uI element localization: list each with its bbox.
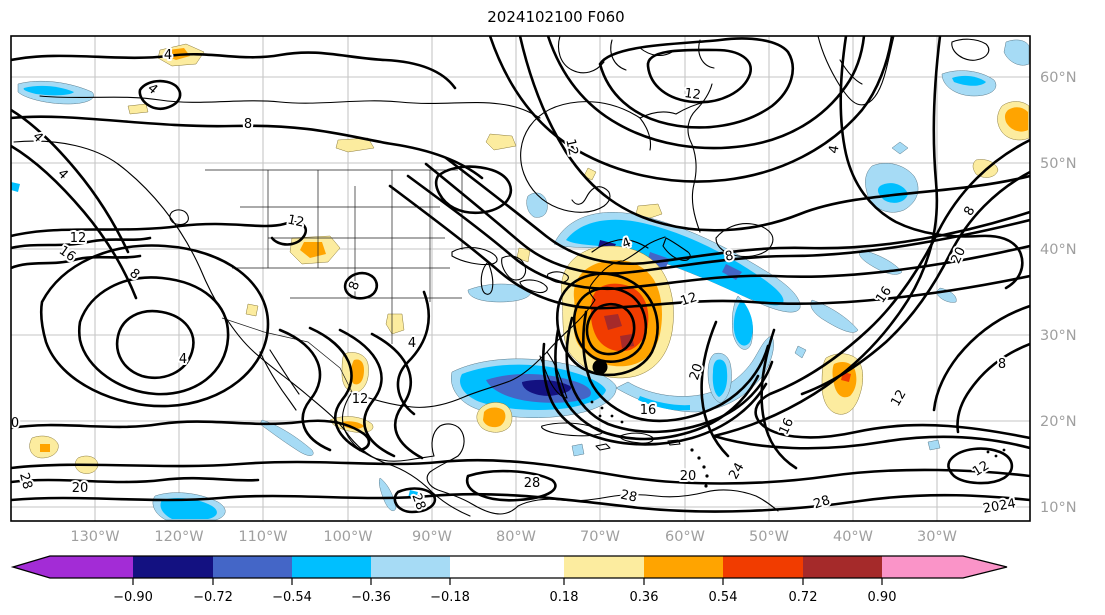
storm-position-dot	[593, 360, 608, 375]
contour-label: 8	[998, 357, 1006, 372]
weather-contour-map: 2024102100 F060	[0, 0, 1105, 615]
shade-patch	[572, 444, 584, 456]
y-tick-label: 50°N	[1040, 156, 1077, 172]
contour-label: 20	[72, 481, 89, 496]
colorbar-tick-label: 0.36	[630, 590, 659, 605]
colorbar: −0.90 −0.72 −0.54 −0.36 −0.18 0.18 0.36 0.54 0.7…	[13, 556, 1007, 605]
x-tick-label: 60°W	[665, 529, 705, 545]
shade-patch	[246, 304, 258, 316]
contour-label: 20	[680, 469, 697, 484]
colorbar-right-arrow	[963, 556, 1007, 578]
contour-label: 4	[164, 48, 172, 63]
shade-patch	[128, 104, 148, 114]
colorbar-tick-label: 0.72	[789, 590, 818, 605]
chart-title: 2024102100 F060	[487, 8, 624, 26]
colorbar-segment	[803, 556, 882, 578]
contour-label: 28	[524, 476, 541, 491]
x-tick-label: 100°W	[323, 529, 372, 545]
x-axis-labels: 130°W 120°W 110°W 100°W 90°W 80°W 70°W 60°W 50°W…	[70, 529, 957, 545]
colorbar-left-arrow	[13, 556, 50, 578]
colorbar-segment	[882, 556, 963, 578]
colorbar-segment	[723, 556, 803, 578]
x-tick-label: 120°W	[154, 529, 203, 545]
shade-patch	[928, 440, 940, 450]
colorbar-tick-label: 0.18	[550, 590, 579, 605]
contour-label: 8	[244, 117, 252, 132]
colorbar-tick-label: 0.90	[868, 590, 897, 605]
y-tick-label: 30°N	[1040, 328, 1077, 344]
y-tick-label: 60°N	[1040, 70, 1077, 86]
shade-patch	[40, 444, 50, 452]
y-tick-label: 10°N	[1040, 500, 1077, 516]
shade-patch	[591, 284, 649, 352]
y-tick-label: 20°N	[1040, 414, 1077, 430]
colorbar-tick-label: 0.54	[709, 590, 738, 605]
contour-label: 12	[70, 231, 87, 246]
x-tick-label: 110°W	[238, 529, 287, 545]
figure-root: 2024102100 F060	[0, 0, 1105, 615]
x-tick-label: 130°W	[70, 529, 119, 545]
colorbar-segment	[564, 556, 644, 578]
colorbar-segment	[450, 556, 564, 578]
colorbar-tick-label: −0.54	[272, 590, 312, 605]
colorbar-tick-label: −0.90	[113, 590, 153, 605]
colorbar-segment	[50, 556, 133, 578]
colorbar-segment	[371, 556, 450, 578]
contour-label: 4	[179, 352, 187, 367]
colorbar-tick-label: −0.36	[351, 590, 391, 605]
y-axis-labels: 60°N 50°N 40°N 30°N 20°N 10°N	[1040, 70, 1077, 516]
contour-label: 0	[11, 416, 19, 431]
colorbar-segment	[213, 556, 292, 578]
contour-label: 12	[352, 392, 369, 407]
y-tick-label: 40°N	[1040, 242, 1077, 258]
x-tick-label: 30°W	[917, 529, 957, 545]
x-tick-label: 70°W	[580, 529, 620, 545]
x-tick-label: 40°W	[833, 529, 873, 545]
x-tick-label: 90°W	[412, 529, 452, 545]
x-tick-label: 80°W	[496, 529, 536, 545]
colorbar-segment	[133, 556, 213, 578]
x-tick-label: 50°W	[749, 529, 789, 545]
contour-label: 4	[408, 336, 416, 351]
colorbar-segment	[292, 556, 371, 578]
colorbar-segment	[644, 556, 723, 578]
contour-label: 16	[640, 403, 657, 418]
contour-label: 12	[683, 86, 701, 103]
shade-patch	[483, 408, 505, 428]
colorbar-tick-label: −0.72	[193, 590, 233, 605]
colorbar-tick-label: −0.18	[430, 590, 470, 605]
